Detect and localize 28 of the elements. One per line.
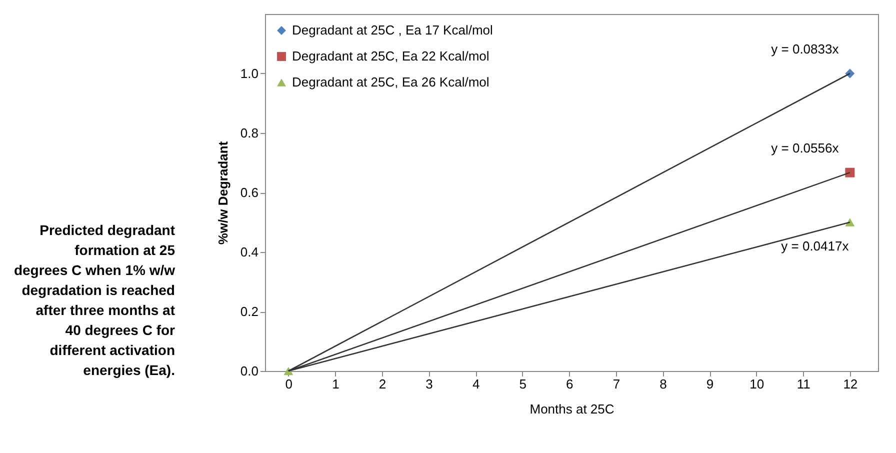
y-tick-label: 0.0 — [240, 364, 258, 378]
x-tick-label: 3 — [426, 376, 433, 392]
y-tick-label: 0.2 — [240, 304, 258, 319]
x-tick-label: 6 — [566, 376, 574, 392]
legend-label: Degradant at 25C, Ea 22 Kcal/mol — [292, 48, 490, 64]
x-tick-label: 8 — [660, 376, 667, 392]
y-tick-label: 0.6 — [240, 185, 258, 200]
y-tick-label: 1.0 — [240, 66, 258, 81]
x-tick-label: 10 — [750, 376, 764, 392]
text: Predicted degradant formation at 25 degrees C when 1% w/w degradation is reached after three months at 40 degrees C for different activation energies (Ea). — [14, 222, 176, 378]
x-tick-label: 9 — [706, 376, 714, 392]
x-tick-label: 12 — [843, 376, 858, 392]
y-tick-label: 0.8 — [240, 126, 258, 140]
y-axis-title: %w/w Degradant — [215, 140, 230, 245]
x-tick-label: 4 — [472, 376, 480, 392]
x-tick-label: 0 — [285, 376, 293, 392]
x-tick-label: 11 — [796, 376, 810, 392]
x-axis-title: Months at 25C — [530, 402, 614, 416]
x-tick-label: 7 — [612, 376, 620, 392]
legend-label: Degradant at 25C, Ea 26 Kcal/mol — [292, 74, 490, 90]
annotation: y = 0.0833x — [771, 42, 840, 56]
x-tick-label: 2 — [378, 376, 386, 392]
x-tick-label: 5 — [519, 376, 526, 392]
y-tick-label: 0.4 — [240, 244, 258, 260]
annotation: y = 0.0556x — [771, 140, 840, 156]
annotation: y = 0.0417x — [781, 238, 850, 254]
legend-label: Degradant at 25C , Ea 17 Kcal/mol — [292, 22, 493, 38]
x-tick-label: 1 — [332, 376, 340, 392]
